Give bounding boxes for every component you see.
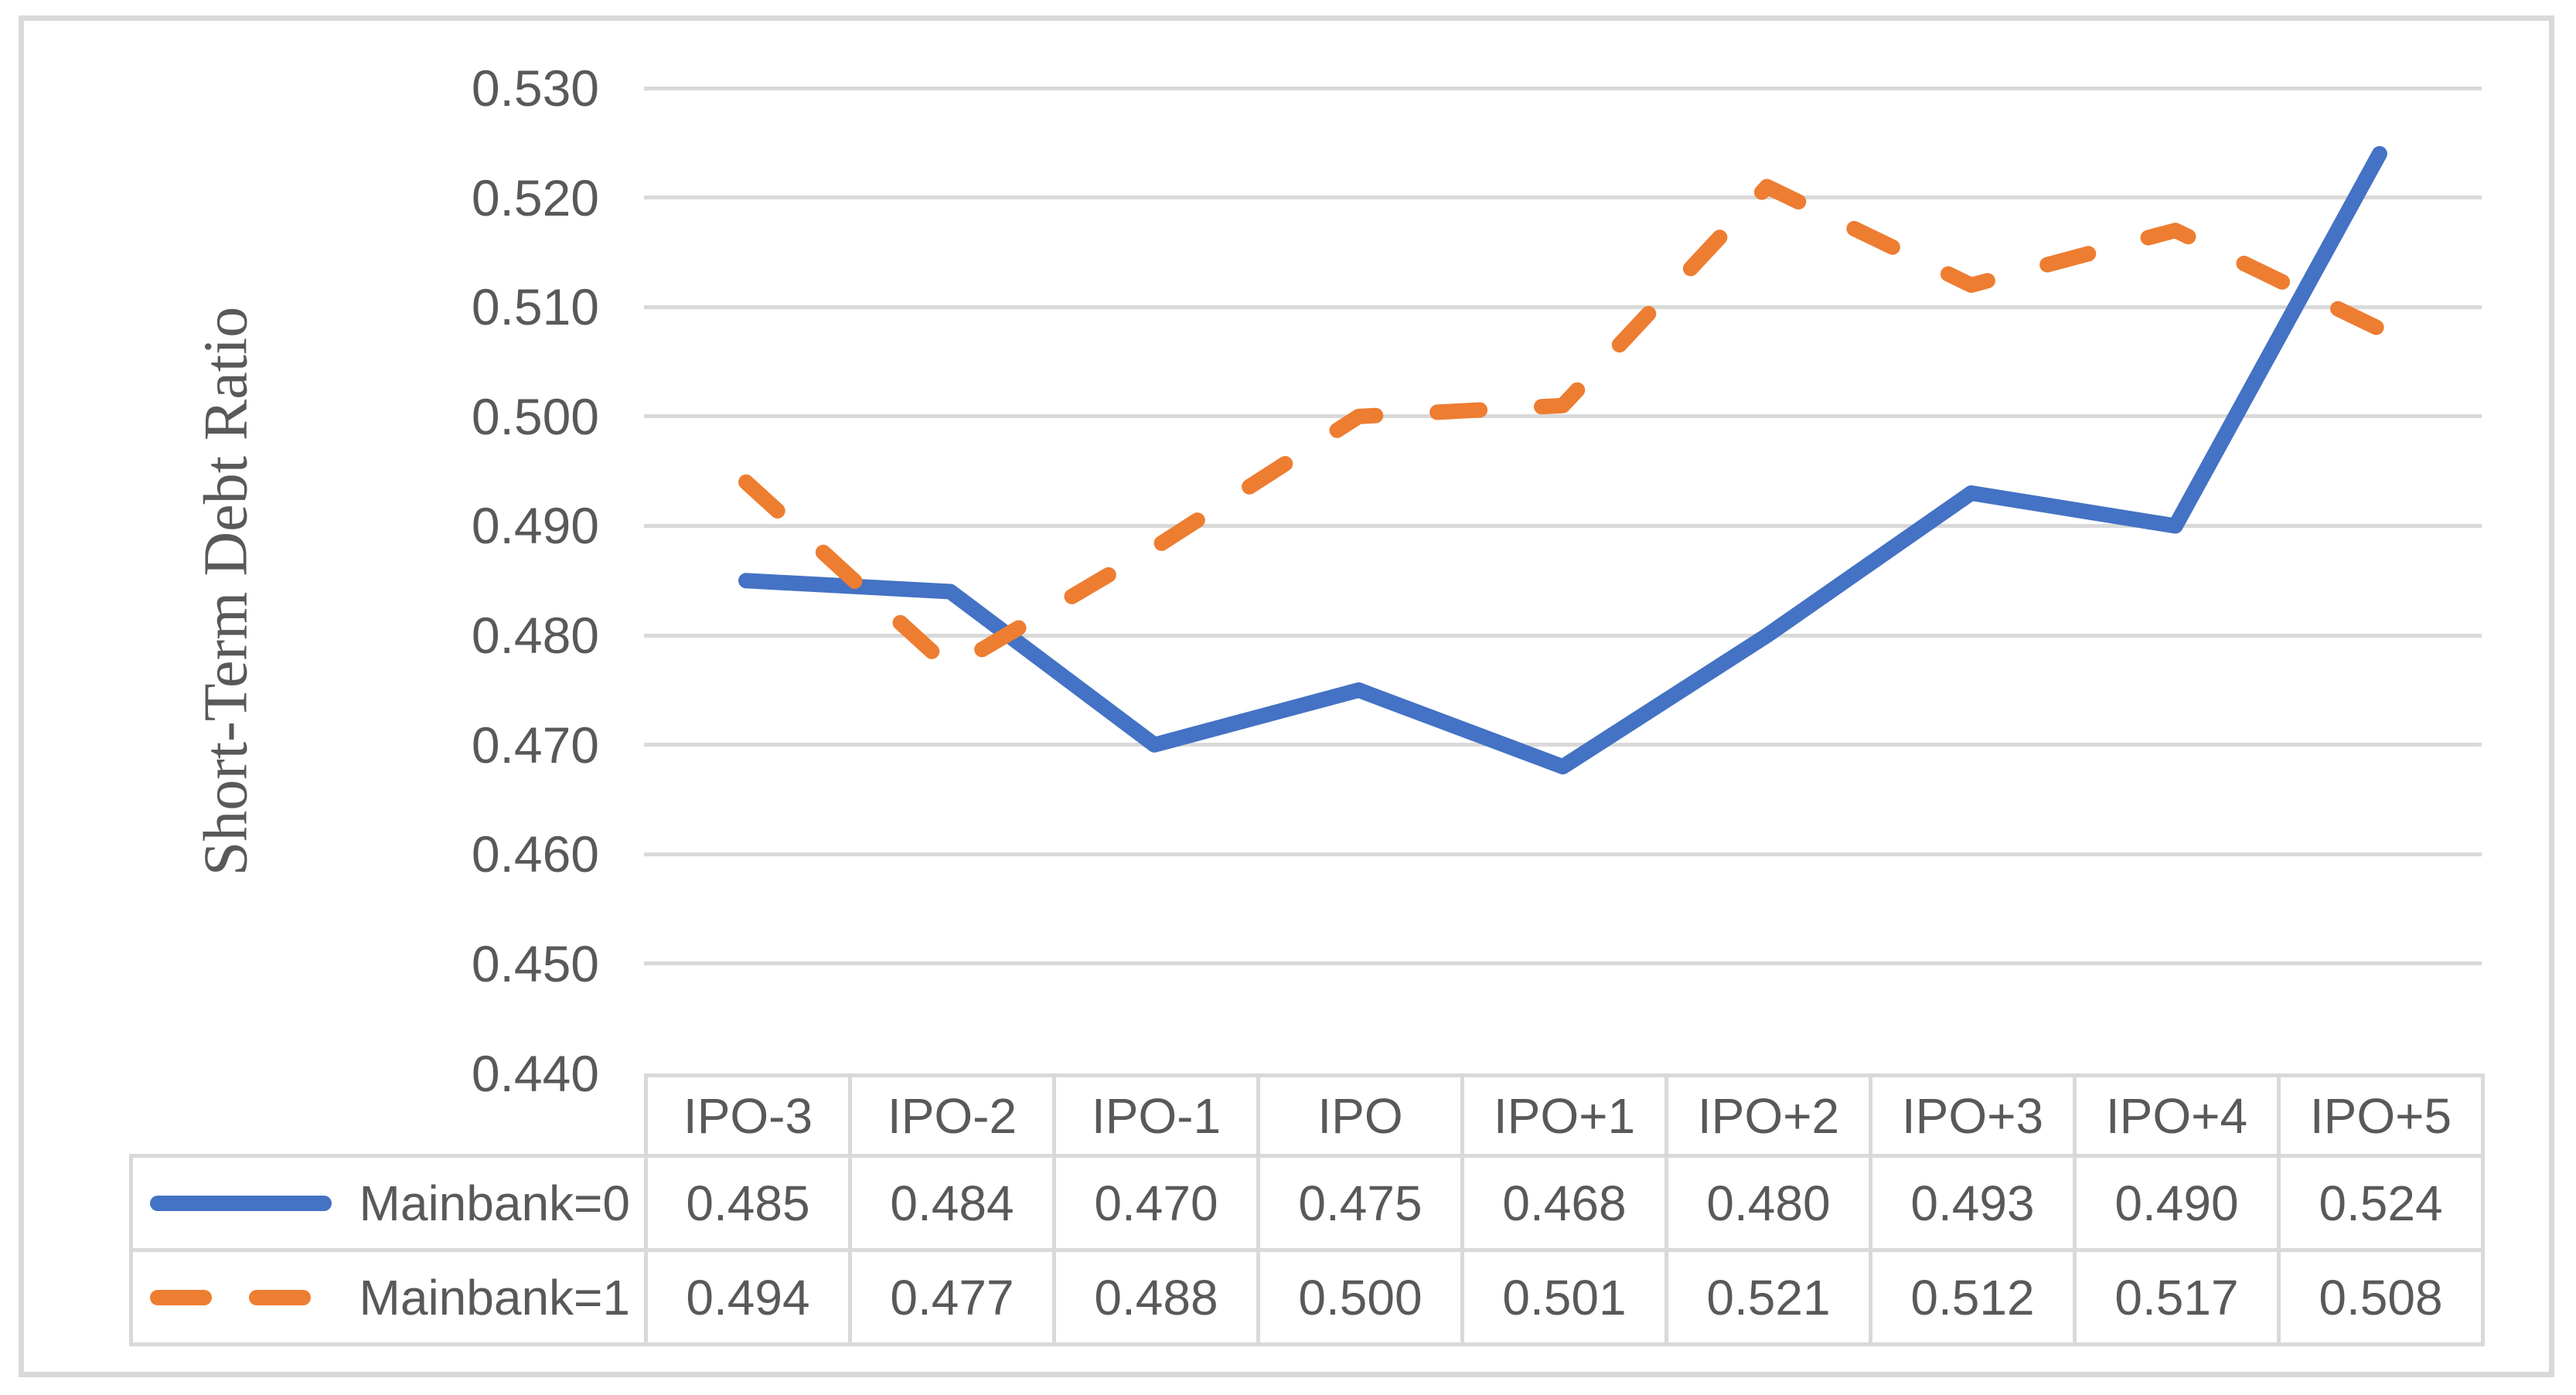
- y-tick-label: 0.470: [471, 716, 599, 774]
- y-tick-label: 0.530: [471, 60, 599, 117]
- value-cell: 0.485: [644, 1154, 852, 1252]
- value-cell: 0.475: [1256, 1154, 1464, 1252]
- y-tick-label: 0.450: [471, 934, 599, 992]
- y-tick-label: 0.440: [471, 1044, 599, 1102]
- table-row-Mainbank=0: Mainbank=0 0.485 0.484 0.470 0.475 0.468 0.480…: [129, 1154, 2485, 1252]
- column-header-IPO-1: IPO-1: [1052, 1073, 1260, 1158]
- legend-cell-Mainbank=0: Mainbank=0: [129, 1154, 648, 1252]
- value-cell: 0.490: [2073, 1154, 2281, 1252]
- series-name-label: Mainbank=0: [359, 1175, 630, 1231]
- column-header-IPO+5: IPO+5: [2277, 1073, 2485, 1158]
- legend-key-solid-line-icon: [150, 1195, 332, 1211]
- column-header-IPO+3: IPO+3: [1869, 1073, 2077, 1158]
- gridline: [644, 743, 2482, 747]
- series-line-Mainbank=1: [738, 179, 2387, 676]
- series-line-Mainbank=0: [738, 145, 2387, 775]
- series-name-label: Mainbank=1: [359, 1269, 630, 1325]
- y-tick-label: 0.460: [471, 825, 599, 883]
- column-header-IPO+4: IPO+4: [2073, 1073, 2281, 1158]
- y-tick-label: 0.480: [471, 607, 599, 665]
- y-tick-label: 0.490: [471, 497, 599, 555]
- value-cell: 0.493: [1869, 1154, 2077, 1252]
- column-header-IPO+2: IPO+2: [1665, 1073, 1872, 1158]
- value-cell: 0.521: [1665, 1248, 1872, 1346]
- y-tick-label: 0.500: [471, 387, 599, 445]
- column-header-IPO: IPO: [1256, 1073, 1464, 1158]
- gridline: [644, 852, 2482, 856]
- table-row-Mainbank=1: Mainbank=1 0.494 0.477 0.488 0.500 0.501 0.521…: [129, 1248, 2485, 1346]
- gridline: [644, 414, 2482, 419]
- value-cell: 0.508: [2277, 1248, 2485, 1346]
- column-header-IPO-2: IPO-2: [848, 1073, 1056, 1158]
- column-header-IPO+1: IPO+1: [1460, 1073, 1668, 1158]
- y-tick-label: 0.510: [471, 278, 599, 336]
- gridline: [644, 196, 2482, 200]
- gridline: [644, 305, 2482, 309]
- gridline: [644, 961, 2482, 966]
- value-cell: 0.494: [644, 1248, 852, 1346]
- value-cell: 0.517: [2073, 1248, 2281, 1346]
- value-cell: 0.512: [1869, 1248, 2077, 1346]
- value-cell: 0.500: [1256, 1248, 1464, 1346]
- data-table: IPO-3 IPO-2 IPO-1 IPO IPO+1 IPO+2 IPO+3 IPO+4 IP…: [129, 1073, 2485, 1346]
- value-cell: 0.477: [848, 1248, 1056, 1346]
- value-cell: 0.468: [1460, 1154, 1668, 1252]
- column-header-IPO-3: IPO-3: [644, 1073, 852, 1158]
- value-cell: 0.484: [848, 1154, 1056, 1252]
- value-cell: 0.488: [1052, 1248, 1260, 1346]
- value-cell: 0.470: [1052, 1154, 1260, 1252]
- gridline: [644, 86, 2482, 90]
- gridline: [644, 523, 2482, 528]
- gridline: [644, 633, 2482, 638]
- legend-key-dashed-line-icon: [150, 1289, 311, 1305]
- value-cell: 0.501: [1460, 1248, 1668, 1346]
- table-corner-cell: [131, 1076, 646, 1156]
- value-cell: 0.524: [2277, 1154, 2485, 1252]
- value-cell: 0.480: [1665, 1154, 1872, 1252]
- y-tick-label: 0.520: [471, 168, 599, 226]
- legend-cell-Mainbank=1: Mainbank=1: [129, 1248, 648, 1346]
